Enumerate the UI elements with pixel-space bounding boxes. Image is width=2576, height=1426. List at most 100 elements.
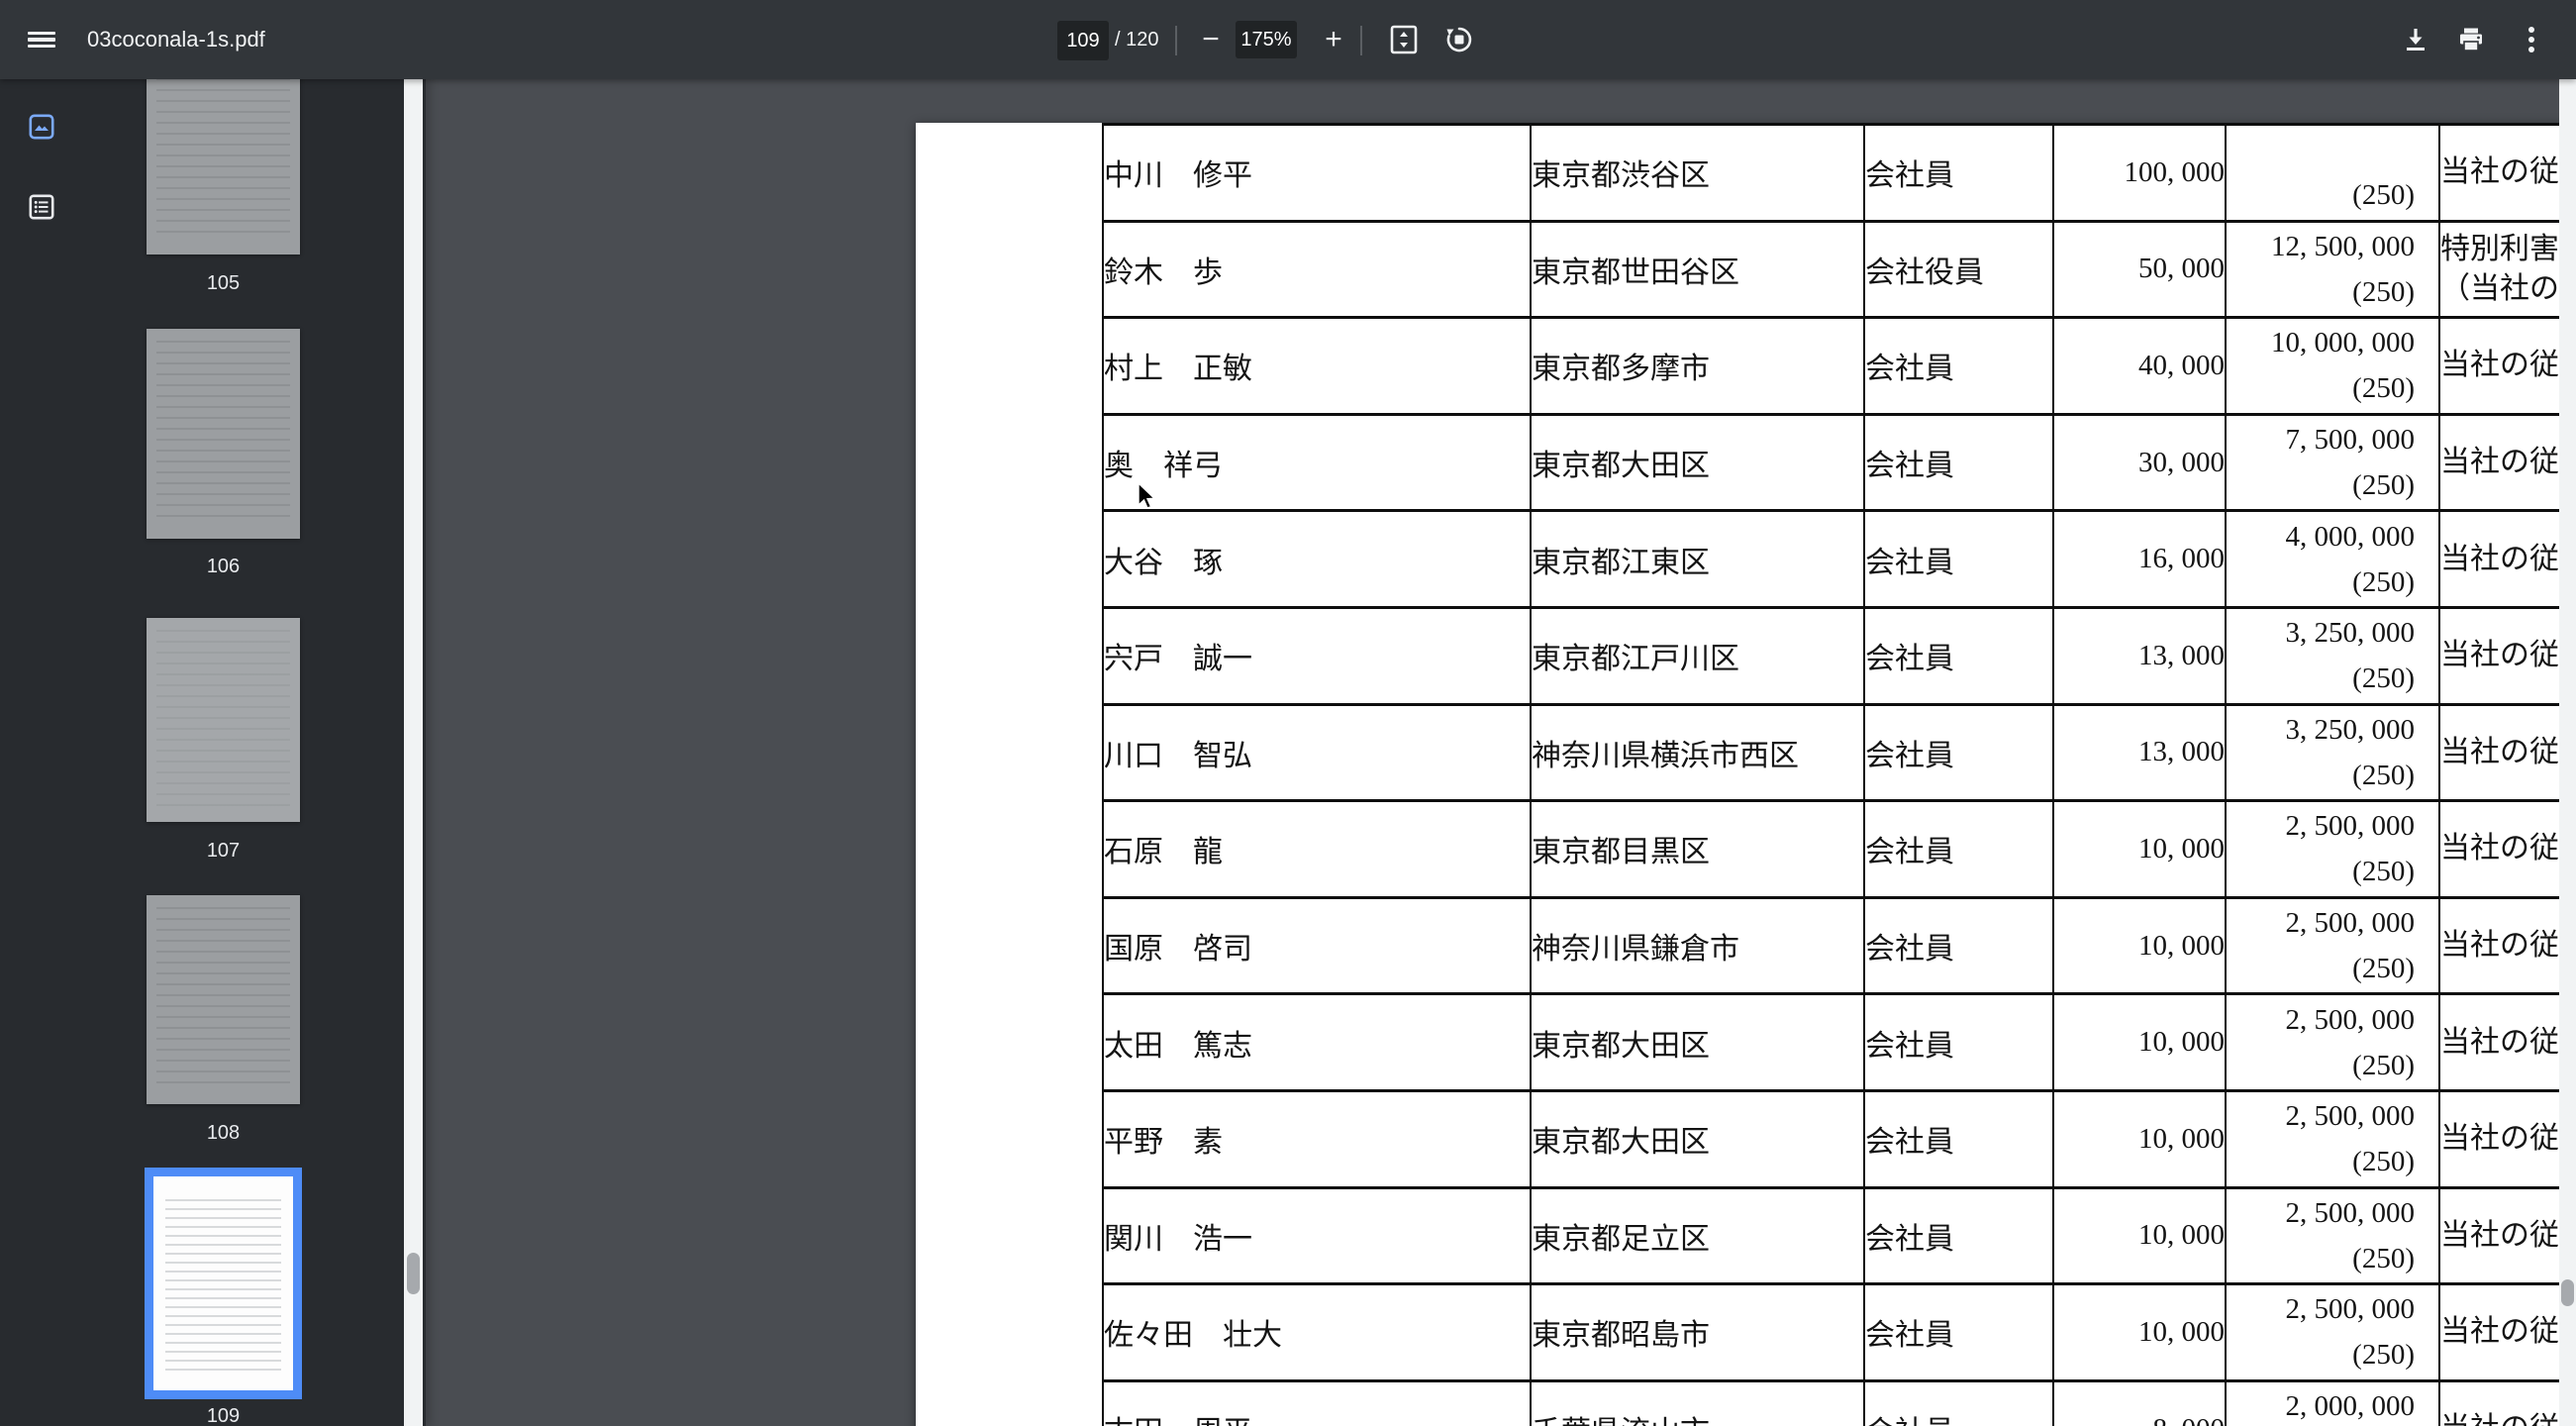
cell-relation: 当社の従業員 [2438, 605, 2576, 706]
cell-amount: 10, 000, 000 (250) [2225, 316, 2440, 416]
table-row: 中川 修平 東京都渋谷区 会社員 100, 000 (250) 当社の従業員 [1102, 123, 2576, 223]
cell-address: 神奈川県鎌倉市 [1530, 895, 1865, 996]
table-row: 佐々田 壮大 東京都昭島市 会社員 10, 000 2, 500, 000 (2… [1102, 1282, 2576, 1382]
main-scrollbar-thumb[interactable] [2561, 1279, 2574, 1306]
rotate-icon[interactable] [1437, 22, 1481, 57]
cell-relation: 特別利害関係者等 （当社の取締役） [2438, 219, 2576, 320]
cell-shares: 8, 000 [2052, 1378, 2227, 1426]
zoom-out-button[interactable]: − [1192, 22, 1230, 57]
cell-address: 東京都大田区 [1530, 412, 1865, 513]
thumbnail-page-106[interactable] [147, 329, 300, 539]
page-count-label: / 120 [1115, 28, 1159, 51]
cell-relation: 当社の従業員 [2438, 316, 2576, 416]
thumbnail-page-108[interactable] [147, 895, 300, 1104]
thumbnail-label: 108 [206, 1122, 241, 1144]
cell-amount: 3, 250, 000 (250) [2225, 605, 2440, 706]
main-scrollbar[interactable] [2559, 79, 2576, 1426]
thumbnail-sidebar: 105 106 107 108 109 [0, 79, 426, 1426]
amount-value: 2, 500, 000 [2285, 1003, 2416, 1036]
amount-value: 2, 500, 000 [2285, 810, 2416, 843]
cell-address: 千葉県流山市 [1530, 1378, 1865, 1426]
cell-name: 鈴木 歩 [1102, 219, 1532, 320]
cell-occupation: 会社員 [1863, 605, 2054, 706]
cell-amount: 2, 000, 000 (250) [2225, 1378, 2440, 1426]
zoom-level-input[interactable]: 175% [1236, 21, 1297, 58]
cell-amount: 7, 500, 000 (250) [2225, 412, 2440, 513]
cell-shares: 13, 000 [2052, 702, 2227, 803]
cell-relation: 当社の従業員 [2438, 992, 2576, 1092]
cell-amount: 2, 500, 000 (250) [2225, 1282, 2440, 1382]
cell-name: 国原 啓司 [1102, 895, 1532, 996]
table-row: 太田 篤志 東京都大田区 会社員 10, 000 2, 500, 000 (25… [1102, 992, 2576, 1092]
cell-relation: 当社の従業員 [2438, 123, 2576, 223]
cell-shares: 40, 000 [2052, 316, 2227, 416]
page-number-input[interactable] [1057, 21, 1109, 60]
cell-relation: 当社の従業員 [2438, 1088, 2576, 1189]
amount-note: (250) [2352, 372, 2415, 405]
more-options-icon[interactable] [2513, 22, 2550, 57]
amount-note: (250) [2352, 953, 2415, 985]
thumbnail-page-105[interactable] [147, 79, 300, 255]
cell-amount: 2, 500, 000 (250) [2225, 1185, 2440, 1286]
table-row: 鈴木 歩 東京都世田谷区 会社役員 50, 000 12, 500, 000 (… [1102, 219, 2576, 320]
cell-name: 宍戸 誠一 [1102, 605, 1532, 706]
cell-relation: 当社の従業員 [2438, 702, 2576, 803]
download-icon[interactable] [2394, 22, 2437, 57]
amount-note: (250) [2352, 1242, 2415, 1274]
amount-value: 2, 500, 000 [2285, 1100, 2416, 1133]
fit-to-page-icon[interactable] [1382, 22, 1426, 57]
menu-icon[interactable] [22, 22, 61, 57]
thumbnail-page-107[interactable] [147, 618, 300, 822]
amount-value: 3, 250, 000 [2285, 713, 2416, 746]
cell-address: 東京都目黒区 [1530, 799, 1865, 899]
amount-note: (250) [2352, 275, 2415, 308]
cell-shares: 10, 000 [2052, 895, 2227, 996]
amount-note: (250) [2352, 179, 2415, 212]
cell-occupation: 会社員 [1863, 123, 2054, 223]
amount-note: (250) [2352, 1049, 2415, 1081]
cell-address: 東京都足立区 [1530, 1185, 1865, 1286]
table-row: 国原 啓司 神奈川県鎌倉市 会社員 10, 000 2, 500, 000 (2… [1102, 895, 2576, 996]
document-title: 03coconala-1s.pdf [87, 27, 265, 51]
pdf-toolbar: 03coconala-1s.pdf / 120 − 175% + [0, 0, 2576, 79]
sidebar-scrollbar-thumb[interactable] [407, 1253, 420, 1294]
table-row: 平野 素 東京都大田区 会社員 10, 000 2, 500, 000 (250… [1102, 1088, 2576, 1189]
amount-value: 10, 000, 000 [2271, 327, 2415, 359]
zoom-in-button[interactable]: + [1315, 22, 1352, 57]
cell-shares: 10, 000 [2052, 799, 2227, 899]
cell-occupation: 会社員 [1863, 799, 2054, 899]
cell-shares: 16, 000 [2052, 509, 2227, 609]
cell-occupation: 会社員 [1863, 412, 2054, 513]
cell-amount: 12, 500, 000 (250) [2225, 219, 2440, 320]
sidebar-scrollbar[interactable] [404, 79, 423, 1426]
cell-occupation: 会社員 [1863, 1282, 2054, 1382]
cell-name: 古田 周平 [1102, 1378, 1532, 1426]
thumbnail-label: 109 [206, 1405, 241, 1426]
amount-note: (250) [2352, 759, 2415, 791]
cell-occupation: 会社員 [1863, 1185, 2054, 1286]
amount-note: (250) [2352, 856, 2415, 888]
cell-address: 東京都江戸川区 [1530, 605, 1865, 706]
cell-name: 川口 智弘 [1102, 702, 1532, 803]
cell-address: 東京都渋谷区 [1530, 123, 1865, 223]
table-row: 古田 周平 千葉県流山市 会社員 8, 000 2, 000, 000 (250… [1102, 1378, 2576, 1426]
cell-amount: 2, 500, 000 (250) [2225, 799, 2440, 899]
cell-name: 中川 修平 [1102, 123, 1532, 223]
cell-address: 神奈川県横浜市西区 [1530, 702, 1865, 803]
print-icon[interactable] [2449, 22, 2493, 57]
outline-view-icon[interactable] [29, 194, 54, 220]
amount-value: 4, 000, 000 [2285, 520, 2416, 553]
shareholder-table: 中川 修平 東京都渋谷区 会社員 100, 000 (250) 当社の従業員 鈴… [1102, 123, 2576, 1426]
amount-note: (250) [2352, 662, 2415, 695]
thumbnails-view-icon[interactable] [29, 114, 54, 140]
cell-address: 東京都大田区 [1530, 992, 1865, 1092]
cell-relation: 当社の従業員 [2438, 1185, 2576, 1286]
thumbnail-page-109-selected[interactable] [145, 1168, 302, 1399]
cell-relation: 当社の従業員 [2438, 895, 2576, 996]
cell-occupation: 会社役員 [1863, 219, 2054, 320]
cell-relation: 当社の従業員 [2438, 799, 2576, 899]
cell-name: 石原 龍 [1102, 799, 1532, 899]
cell-address: 東京都江東区 [1530, 509, 1865, 609]
cell-relation: 当社の従業員 [2438, 509, 2576, 609]
